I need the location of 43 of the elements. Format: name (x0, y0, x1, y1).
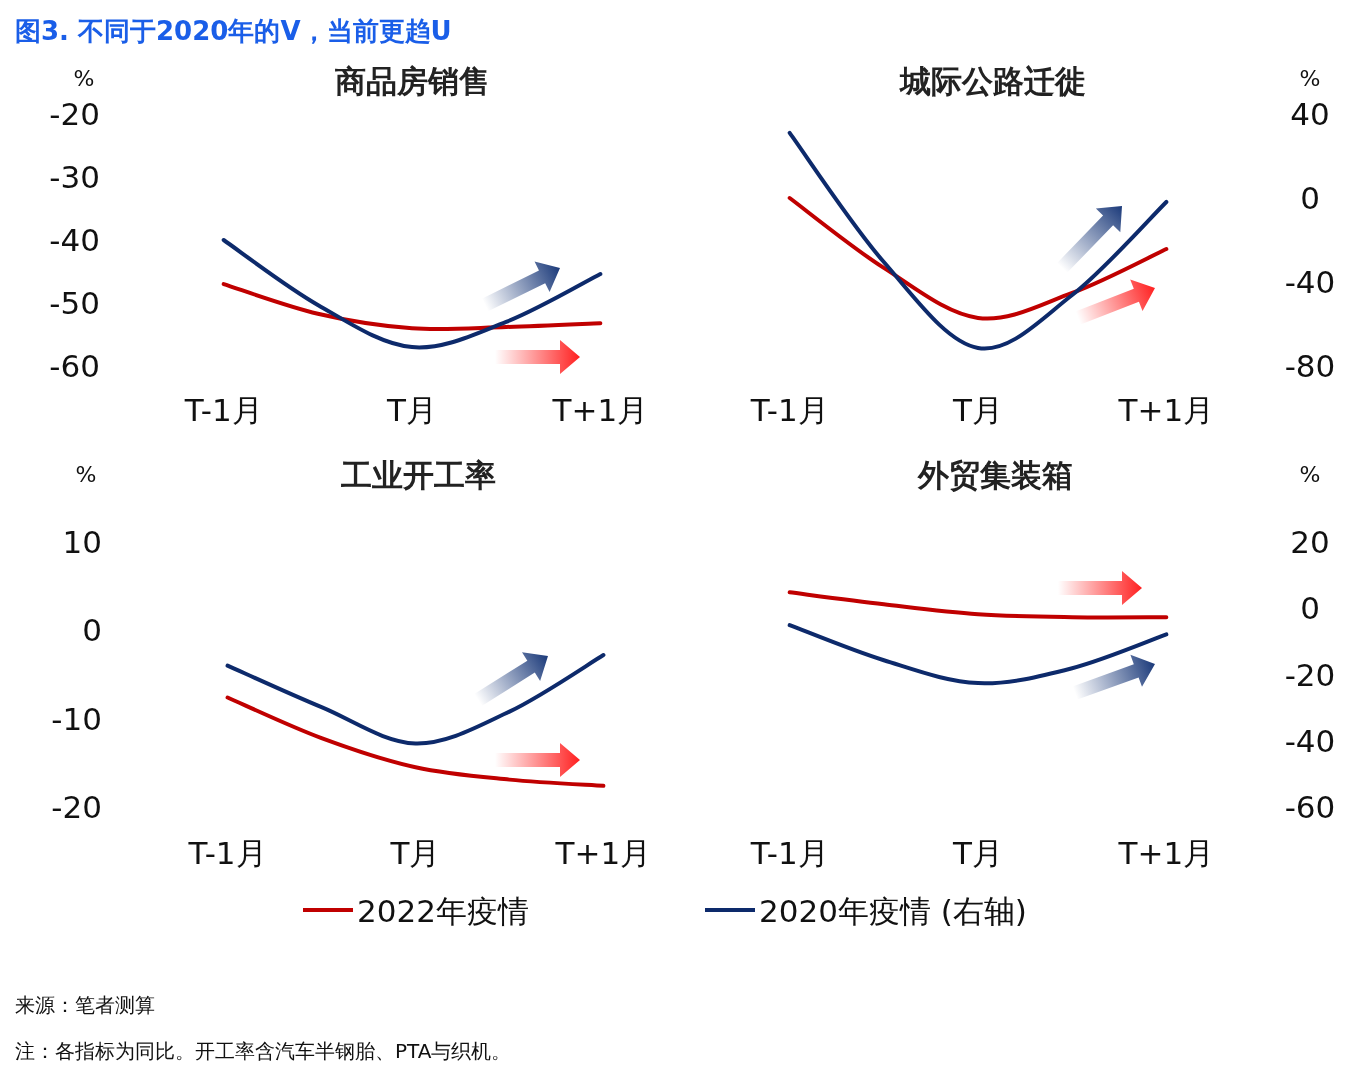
y2-tick-label: 40 (1290, 96, 1330, 132)
y2-tick-label: -80 (1284, 348, 1336, 384)
chart-title: 城际公路迁徙 (898, 63, 1086, 99)
chart-title: 工业开工率 (339, 457, 496, 493)
y-axis-title: % (73, 66, 95, 91)
x-tick-label: T月 (952, 392, 1003, 428)
x-tick-label: T-1月 (749, 835, 829, 871)
y2-tick-label: -40 (1284, 722, 1336, 759)
x-tick-label: T月 (386, 392, 437, 428)
y-tick-label: 0 (82, 612, 102, 649)
x-tick-label: T-1月 (749, 392, 829, 428)
y-tick-label: 10 (62, 524, 102, 560)
x-tick-label: T-1月 (187, 835, 267, 871)
y2-axis-title: % (1299, 462, 1321, 487)
y-tick-label: -30 (49, 159, 100, 195)
y2-tick-label: -60 (1284, 789, 1336, 825)
legend-label: 2020年疫情 (右轴) (759, 893, 1027, 929)
source-note: 来源：笔者测算 (15, 993, 155, 1017)
y2-tick-label: -40 (1284, 264, 1336, 300)
y-tick-label: -60 (49, 348, 100, 384)
legend-label: 2022年疫情 (357, 893, 529, 929)
chart-title: 商品房销售 (334, 63, 490, 99)
x-tick-label: T+1月 (554, 835, 652, 871)
x-tick-label: T-1月 (183, 392, 263, 428)
y2-tick-label: 0 (1300, 180, 1320, 216)
x-tick-label: T月 (952, 835, 1003, 871)
y-tick-label: -20 (49, 96, 100, 132)
y2-axis-title: % (1299, 66, 1321, 91)
chart-title: 外贸集装箱 (916, 457, 1073, 493)
x-tick-label: T月 (389, 835, 441, 871)
y-tick-label: -40 (49, 222, 100, 258)
y2-tick-label: 0 (1300, 590, 1320, 627)
y2-tick-label: 20 (1290, 524, 1330, 560)
caption: 图3. 不同于2020年的V，当前更趋U (15, 16, 452, 46)
y-tick-label: -20 (51, 789, 102, 825)
y2-tick-label: -20 (1284, 656, 1336, 693)
x-tick-label: T+1月 (551, 392, 649, 428)
y-axis-title: % (75, 462, 97, 487)
y-tick-label: -50 (49, 285, 100, 321)
x-tick-label: T+1月 (1117, 835, 1215, 871)
text: 注：各指标为同比。开工率含汽车半钢胎、PTA与织机。 (15, 1039, 512, 1063)
x-tick-label: T+1月 (1117, 392, 1215, 428)
y-tick-label: -10 (51, 700, 102, 737)
